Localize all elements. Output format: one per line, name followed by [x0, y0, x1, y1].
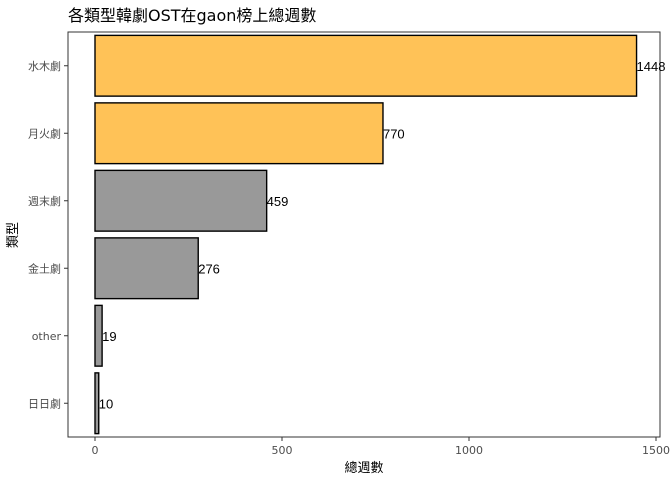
bar-other	[95, 305, 102, 366]
bar-月火劇	[95, 103, 383, 164]
y-tick-label: 金土劇	[28, 261, 61, 275]
data-label: 276	[198, 261, 220, 276]
x-tick-label: 500	[272, 444, 293, 457]
chart-title: 各類型韓劇OST在gaon榜上總週數	[68, 6, 316, 25]
bar-水木劇	[95, 35, 637, 96]
x-tick-label: 0	[92, 444, 99, 457]
data-label: 1448	[637, 59, 666, 74]
y-tick-label: 日日劇	[28, 396, 61, 410]
x-tick-labels: 0 500 1000 1500	[92, 437, 671, 457]
bar-週末劇	[95, 170, 267, 231]
data-label: 770	[383, 126, 405, 141]
data-label: 459	[267, 194, 289, 209]
bar-金土劇	[95, 238, 198, 299]
x-axis-title: 總週數	[344, 460, 383, 476]
y-tick-label: 月火劇	[28, 126, 61, 140]
data-label: 19	[102, 329, 116, 344]
data-label: 10	[99, 396, 113, 411]
y-tick-label: 週末劇	[28, 194, 61, 208]
y-axis-title: 類型	[6, 222, 21, 248]
y-tick-label: other	[32, 330, 62, 343]
x-tick-label: 1500	[642, 444, 670, 457]
x-tick-label: 1000	[455, 444, 483, 457]
y-tick-label: 水木劇	[28, 59, 61, 73]
